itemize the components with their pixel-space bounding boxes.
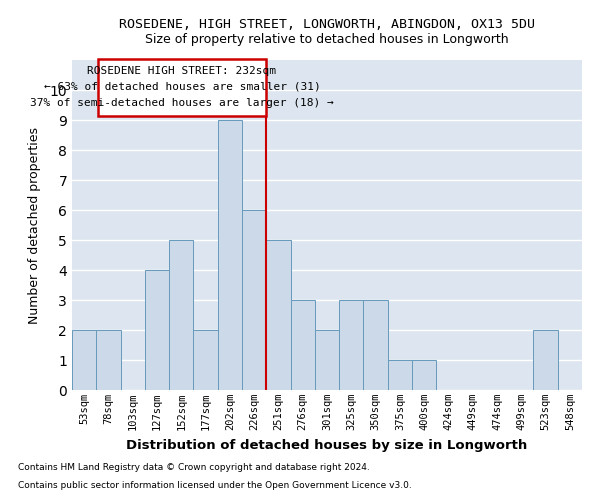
Bar — [242, 210, 266, 390]
FancyBboxPatch shape — [97, 58, 266, 116]
Bar — [412, 360, 436, 390]
Text: Size of property relative to detached houses in Longworth: Size of property relative to detached ho… — [145, 32, 509, 46]
Bar — [169, 240, 193, 390]
Bar — [72, 330, 96, 390]
Bar — [388, 360, 412, 390]
Text: Contains HM Land Registry data © Crown copyright and database right 2024.: Contains HM Land Registry data © Crown c… — [18, 464, 370, 472]
Text: ROSEDENE, HIGH STREET, LONGWORTH, ABINGDON, OX13 5DU: ROSEDENE, HIGH STREET, LONGWORTH, ABINGD… — [119, 18, 535, 30]
Bar — [315, 330, 339, 390]
Text: ROSEDENE HIGH STREET: 232sqm
← 63% of detached houses are smaller (31)
37% of se: ROSEDENE HIGH STREET: 232sqm ← 63% of de… — [30, 66, 334, 108]
Bar — [193, 330, 218, 390]
Bar — [145, 270, 169, 390]
Bar — [364, 300, 388, 390]
Bar — [218, 120, 242, 390]
Bar — [290, 300, 315, 390]
Bar — [96, 330, 121, 390]
Bar — [266, 240, 290, 390]
Bar — [533, 330, 558, 390]
Text: Contains public sector information licensed under the Open Government Licence v3: Contains public sector information licen… — [18, 481, 412, 490]
Y-axis label: Number of detached properties: Number of detached properties — [28, 126, 41, 324]
X-axis label: Distribution of detached houses by size in Longworth: Distribution of detached houses by size … — [127, 438, 527, 452]
Bar — [339, 300, 364, 390]
